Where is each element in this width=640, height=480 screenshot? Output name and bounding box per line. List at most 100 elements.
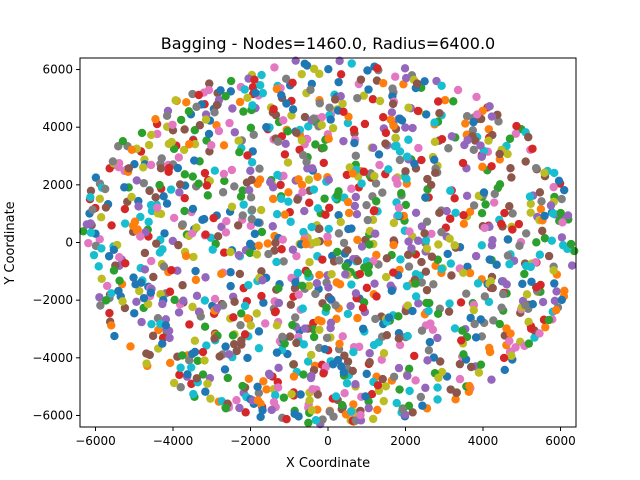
scatter-point <box>370 171 379 181</box>
scatter-point <box>537 197 546 206</box>
scatter-point <box>484 136 493 145</box>
scatter-point <box>480 292 490 301</box>
x-tick-label: −6000 <box>75 434 116 448</box>
scatter-point <box>136 232 145 241</box>
scatter-point <box>109 245 119 255</box>
scatter-point <box>288 320 297 330</box>
scatter-point <box>180 193 189 203</box>
scatter-point <box>250 75 259 84</box>
scatter-point <box>175 180 185 189</box>
scatter-point <box>315 325 324 334</box>
scatter-point <box>429 280 438 289</box>
scatter-point <box>120 183 129 192</box>
scatter-point <box>101 296 111 305</box>
scatter-point <box>272 257 281 267</box>
scatter-point <box>274 363 283 373</box>
scatter-point <box>451 395 460 404</box>
y-tick-label: 2000 <box>42 178 73 192</box>
scatter-point <box>434 373 443 382</box>
scatter-point <box>324 283 333 292</box>
scatter-point <box>507 173 516 182</box>
scatter-point <box>370 279 379 288</box>
scatter-point <box>566 239 576 249</box>
scatter-point <box>299 227 308 237</box>
scatter-point <box>104 252 114 261</box>
scatter-point <box>107 289 116 298</box>
scatter-point <box>230 128 240 137</box>
scatter-point <box>395 385 404 394</box>
scatter-point <box>297 136 306 145</box>
scatter-point <box>335 256 344 265</box>
scatter-point <box>192 102 201 112</box>
scatter-point <box>277 245 286 254</box>
scatter-point <box>143 299 153 309</box>
scatter-point <box>288 78 297 88</box>
scatter-point <box>469 201 479 210</box>
scatter-point <box>462 112 472 121</box>
scatter-point <box>289 372 299 381</box>
scatter-point <box>384 165 393 174</box>
scatter-point <box>118 297 127 306</box>
scatter-point <box>95 293 104 302</box>
scatter-point <box>351 151 361 160</box>
scatter-point <box>425 337 435 347</box>
scatter-point <box>120 219 130 228</box>
scatter-point <box>430 155 439 164</box>
scatter-point <box>359 167 369 176</box>
scatter-point <box>107 321 116 330</box>
scatter-point <box>312 279 322 288</box>
scatter-point <box>339 107 348 117</box>
scatter-point <box>160 229 169 238</box>
scatter-point <box>520 269 529 279</box>
scatter-point <box>330 95 340 104</box>
y-tick-label: −2000 <box>32 293 73 307</box>
scatter-point <box>215 352 224 361</box>
scatter-point <box>503 251 513 260</box>
scatter-point <box>368 143 378 153</box>
scatter-point <box>105 308 114 318</box>
scatter-point <box>278 332 287 342</box>
scatter-point <box>127 192 136 202</box>
scatter-point <box>188 229 197 238</box>
scatter-point <box>169 213 179 223</box>
scatter-point <box>456 298 466 307</box>
scatter-point <box>527 277 536 286</box>
scatter-point <box>179 296 188 305</box>
scatter-point <box>103 281 112 291</box>
scatter-point <box>280 210 290 219</box>
scatter-point <box>271 307 280 316</box>
scatter-point <box>518 279 527 289</box>
scatter-point <box>358 324 368 333</box>
scatter-point <box>176 115 186 125</box>
scatter-point <box>283 127 292 136</box>
y-tick-label: 4000 <box>42 120 73 134</box>
scatter-point <box>430 118 439 127</box>
chart-title: Bagging - Nodes=1460.0, Radius=6400.0 <box>161 34 495 53</box>
scatter-point <box>244 374 254 383</box>
scatter-point <box>403 301 412 310</box>
scatter-point <box>247 205 257 215</box>
scatter-point <box>470 319 479 329</box>
scatter-point <box>115 276 124 285</box>
scatter-point <box>161 321 171 330</box>
scatter-point <box>196 312 205 321</box>
scatter-point <box>348 366 357 376</box>
scatter-point <box>219 248 229 257</box>
scatter-point <box>348 169 358 178</box>
scatter-point <box>314 224 323 234</box>
scatter-point <box>194 179 203 188</box>
scatter-point <box>384 313 394 322</box>
scatter-point <box>303 268 312 278</box>
scatter-point <box>188 349 197 359</box>
scatter-point <box>526 208 535 217</box>
scatter-point <box>258 88 268 98</box>
scatter-point <box>417 257 426 267</box>
scatter-point <box>305 258 314 267</box>
y-axis-label: Y Coordinate <box>3 201 18 285</box>
scatter-point <box>389 240 398 250</box>
scatter-point <box>291 313 300 322</box>
scatter-point <box>115 253 124 262</box>
x-tick-label: 2000 <box>390 434 421 448</box>
scatter-point <box>86 219 95 228</box>
